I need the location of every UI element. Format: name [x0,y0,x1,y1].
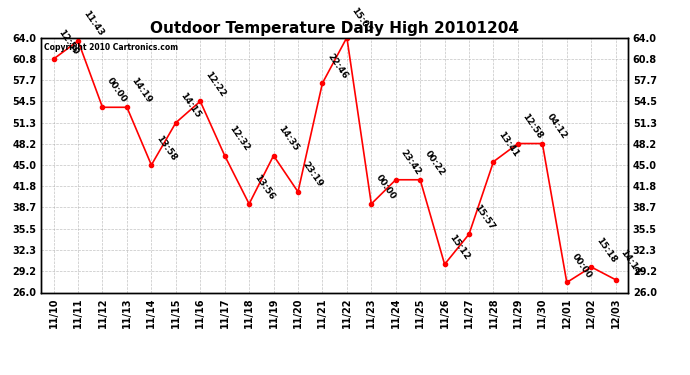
Text: 11:43: 11:43 [81,9,105,38]
Text: 04:12: 04:12 [545,112,569,141]
Text: 13:58: 13:58 [155,134,178,162]
Text: 23:19: 23:19 [301,160,325,189]
Text: 22:46: 22:46 [326,52,349,81]
Text: 12:22: 12:22 [203,70,227,99]
Text: 00:00: 00:00 [106,76,129,105]
Text: 13:56: 13:56 [252,172,276,201]
Text: 15:57: 15:57 [472,203,496,231]
Text: 14:15: 14:15 [179,92,203,120]
Text: 15:18: 15:18 [594,236,618,264]
Text: Copyright 2010 Cartronics.com: Copyright 2010 Cartronics.com [44,43,179,52]
Text: 15:05: 15:05 [350,6,373,35]
Text: 15:12: 15:12 [448,233,471,262]
Text: 12:32: 12:32 [228,124,251,153]
Text: 23:42: 23:42 [399,148,422,177]
Text: 14:14: 14:14 [619,248,642,277]
Title: Outdoor Temperature Daily High 20101204: Outdoor Temperature Daily High 20101204 [150,21,519,36]
Text: 14:35: 14:35 [277,124,300,153]
Text: 12:50: 12:50 [57,28,80,56]
Text: 12:58: 12:58 [521,112,544,141]
Text: 00:22: 00:22 [423,148,446,177]
Text: 00:00: 00:00 [374,173,397,201]
Text: 14:19: 14:19 [130,76,154,105]
Text: 13:41: 13:41 [496,130,520,159]
Text: 00:00: 00:00 [570,252,593,280]
